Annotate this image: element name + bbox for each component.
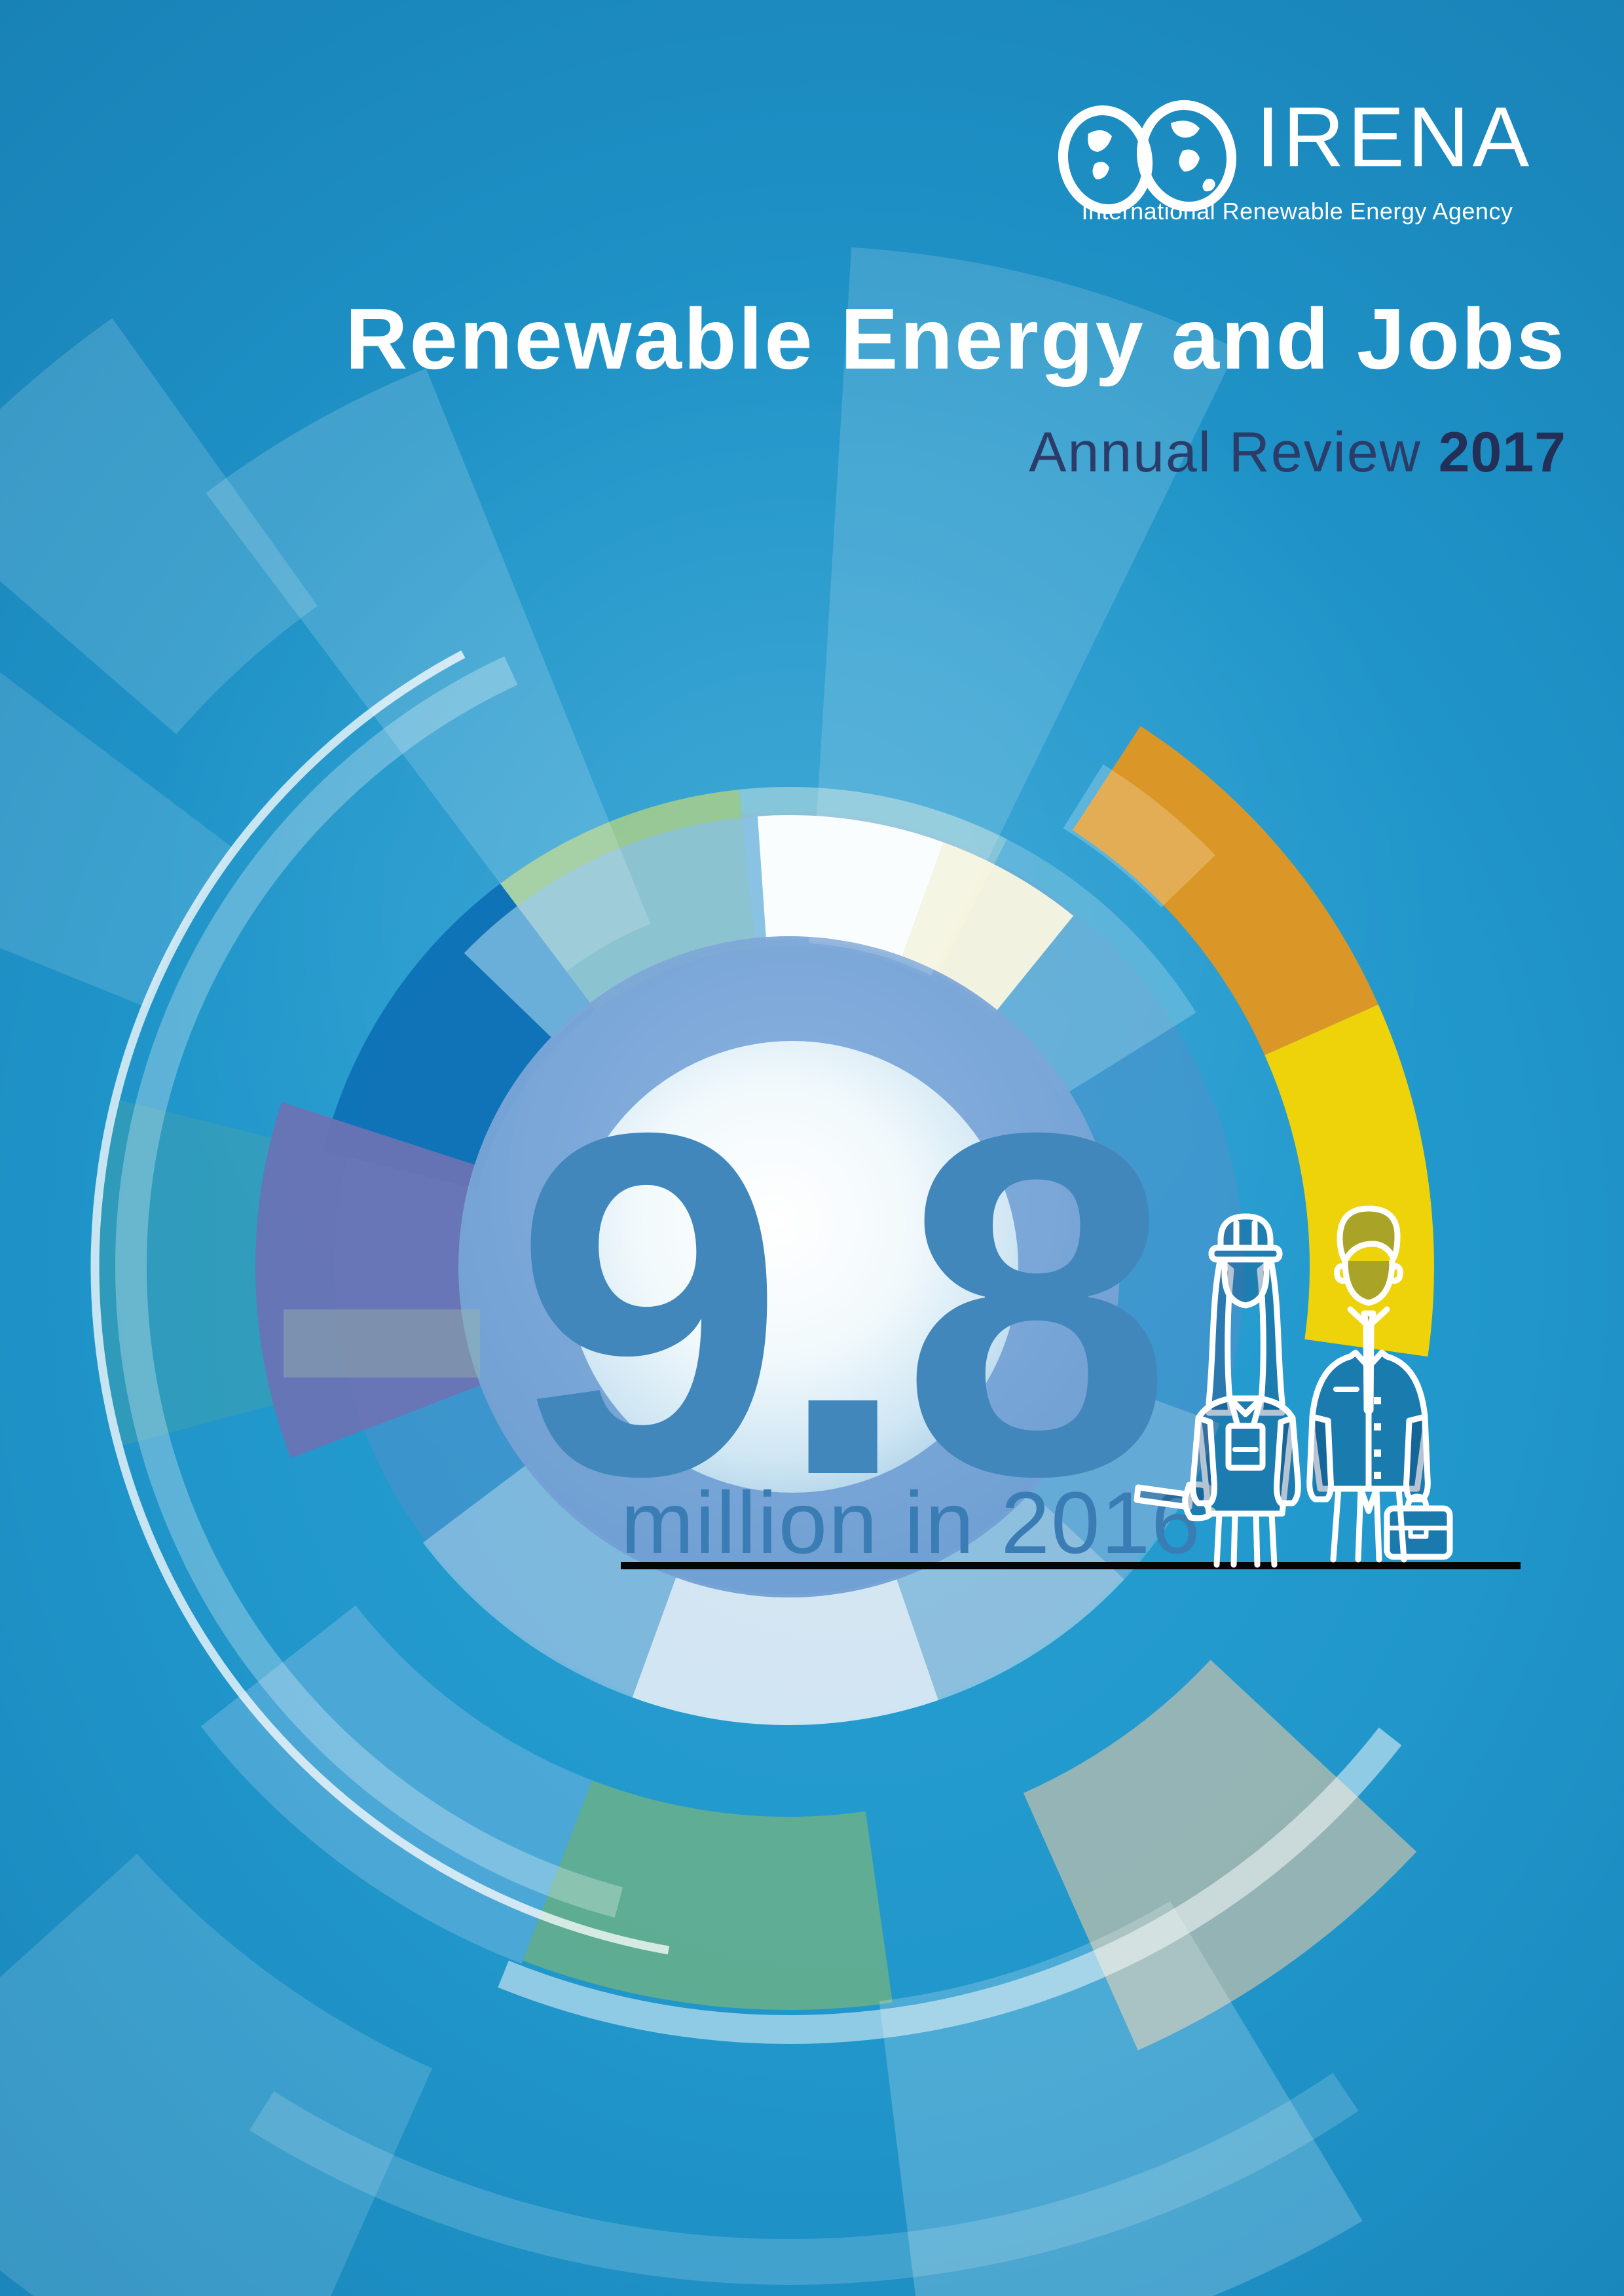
businessman-icon bbox=[1306, 1205, 1453, 1563]
subtitle-prefix: Annual Review bbox=[1029, 421, 1439, 484]
logo-wordmark: IRENA bbox=[1256, 89, 1533, 185]
decor-rect bbox=[284, 1309, 480, 1377]
headline-number: 9.8 bbox=[514, 1032, 1163, 1576]
ground-line bbox=[621, 1562, 1521, 1569]
ring-arc bbox=[90, 650, 670, 1955]
ring-segment bbox=[809, 247, 1237, 976]
ring-segment bbox=[0, 318, 318, 735]
logo-tagline: International Renewable Energy Agency bbox=[1081, 198, 1513, 225]
ring-segment bbox=[895, 1490, 1124, 1700]
ring-segment bbox=[0, 672, 235, 1007]
ring-arc bbox=[249, 2073, 1359, 2285]
ring-segment bbox=[1073, 725, 1378, 1055]
ring-segment bbox=[0, 1853, 432, 2296]
report-title: Renewable Energy and Jobs bbox=[345, 291, 1566, 387]
ring-segment bbox=[423, 1463, 677, 1698]
ring-segment bbox=[632, 1574, 938, 1726]
ring-segment bbox=[255, 1102, 482, 1459]
sphere-graphic bbox=[566, 1041, 1018, 1493]
ring-segment bbox=[757, 815, 944, 960]
subtitle-year: 2017 bbox=[1438, 421, 1566, 484]
infinity-globes-icon bbox=[1058, 100, 1236, 215]
ring-segment bbox=[1063, 764, 1215, 908]
headline-caption: million in 2016 bbox=[621, 1474, 1202, 1572]
ring-segment bbox=[200, 1605, 592, 1964]
ring-segment bbox=[98, 1099, 274, 1446]
ring-segment bbox=[1264, 1004, 1434, 1357]
female-worker-icon bbox=[1134, 1213, 1301, 1568]
report-subtitle: Annual Review 2017 bbox=[60, 424, 1566, 481]
ring-segment bbox=[901, 842, 1074, 1013]
ring-segment bbox=[523, 1780, 893, 2011]
ring-arc bbox=[115, 656, 623, 1918]
ring-arc bbox=[498, 1727, 1402, 2044]
ring-segment bbox=[464, 816, 767, 1040]
